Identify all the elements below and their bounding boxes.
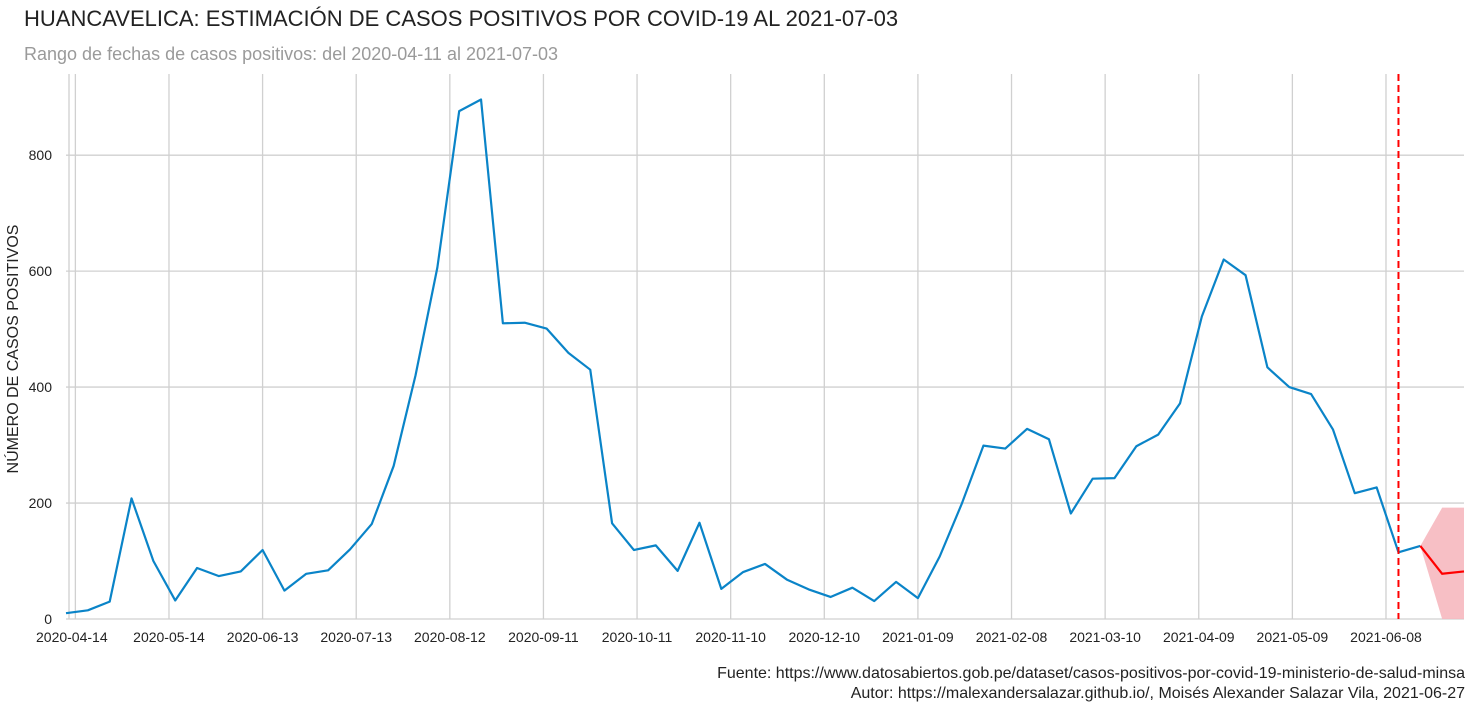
y-tick-label: 200 <box>29 495 53 511</box>
x-tick-label: 2021-05-09 <box>1257 629 1329 645</box>
x-tick-label: 2020-05-14 <box>133 629 205 645</box>
x-tick-label: 2021-04-09 <box>1163 629 1235 645</box>
x-tick-label: 2020-08-12 <box>414 629 486 645</box>
source-note: Fuente: https://www.datosabiertos.gob.pe… <box>717 665 1465 682</box>
y-tick-label: 400 <box>29 379 53 395</box>
grid-lines <box>66 74 1464 620</box>
forecast-confidence-band <box>1420 507 1464 619</box>
x-tick-label: 2020-10-11 <box>602 629 673 645</box>
y-tick-label: 600 <box>29 263 53 279</box>
x-tick-label: 2020-12-10 <box>788 629 860 645</box>
forecast-series-line <box>1419 545 1465 575</box>
y-tick-label: 0 <box>44 611 52 627</box>
x-tick-label: 2020-07-13 <box>320 629 392 645</box>
chart-footer: Fuente: https://www.datosabiertos.gob.pe… <box>717 664 1465 704</box>
x-tick-label: 2021-01-09 <box>882 629 954 645</box>
x-tick-label: 2020-04-14 <box>36 629 108 645</box>
author-note: Autor: https://malexandersalazar.github.… <box>850 685 1465 702</box>
chart-title: HUANCAVELICA: ESTIMACIÓN DE CASOS POSITI… <box>24 6 899 31</box>
tick-labels: 0 200 400 600 800 2020-04-14 2020-05-14 2020-06… <box>29 147 1422 645</box>
x-tick-label: 2020-06-13 <box>227 629 299 645</box>
chart-subtitle: Rango de fechas de casos positivos: del … <box>24 44 559 64</box>
observed-series-line <box>65 98 1421 615</box>
x-tick-label: 2021-03-10 <box>1069 629 1141 645</box>
x-tick-label: 2021-02-08 <box>976 629 1048 645</box>
x-tick-label: 2020-11-10 <box>695 629 766 645</box>
series-lines <box>65 74 1465 619</box>
x-tick-label: 2020-09-11 <box>508 629 579 645</box>
forecast-band <box>1420 507 1464 619</box>
x-tick-label: 2021-06-08 <box>1350 629 1422 645</box>
y-tick-label: 800 <box>29 147 53 163</box>
